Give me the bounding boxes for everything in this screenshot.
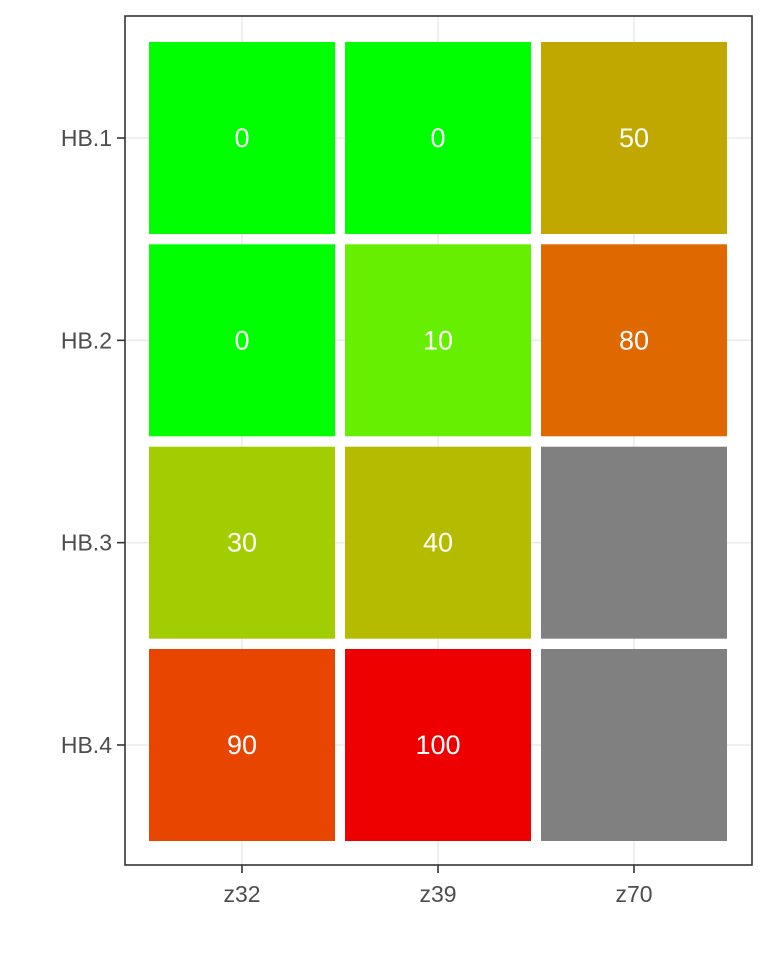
cell-labels: 0 0 50 0 10 80 30 40 90 100 [227, 123, 649, 760]
heatmap-cell-z70-HB4 [541, 649, 727, 841]
x-tick-label-z32: z32 [223, 881, 260, 907]
y-tick-label-HB.3: HB.3 [61, 530, 112, 556]
heatmap-cell-z39-HB1 [345, 42, 531, 234]
heatmap-cell-z39-HB2 [345, 244, 531, 437]
y-tick-label-HB.1: HB.1 [61, 125, 112, 151]
heatmap-cell-z32-HB1 [149, 42, 335, 234]
y-tick-label-HB.4: HB.4 [61, 732, 112, 758]
cell-label-z32-HB4: 90 [227, 730, 257, 760]
cell-label-z32-HB1: 0 [234, 123, 249, 153]
y-tick-label-HB.2: HB.2 [61, 327, 112, 353]
heatmap-cell-z32-HB3 [149, 446, 335, 639]
cell-label-z32-HB2: 0 [234, 325, 249, 355]
heatmap-cell-z70-HB2 [541, 244, 727, 437]
cell-label-z70-HB1: 50 [619, 123, 649, 153]
heatmap-cell-z70-HB3 [541, 446, 727, 639]
heatmap-cell-z39-HB3 [345, 446, 531, 639]
cell-label-z39-HB2: 10 [423, 325, 453, 355]
cell-label-z70-HB2: 80 [619, 325, 649, 355]
cell-label-z32-HB3: 30 [227, 528, 257, 558]
heatmap-cell-z70-HB1 [541, 42, 727, 234]
heatmap-cell-z32-HB4 [149, 649, 335, 841]
cell-label-z39-HB1: 0 [430, 123, 445, 153]
y-axis: HB.1 HB.2 HB.3 HB.4 [61, 125, 125, 758]
x-tick-label-z39: z39 [419, 881, 456, 907]
cell-label-z39-HB3: 40 [423, 528, 453, 558]
heatmap-cell-z32-HB2 [149, 244, 335, 437]
heatmap-cell-z39-HB4 [345, 649, 531, 841]
cell-label-z39-HB4: 100 [415, 730, 460, 760]
heatmap-cells [149, 42, 727, 841]
x-axis: z32 z39 z70 [223, 865, 653, 907]
x-tick-label-z70: z70 [615, 881, 652, 907]
